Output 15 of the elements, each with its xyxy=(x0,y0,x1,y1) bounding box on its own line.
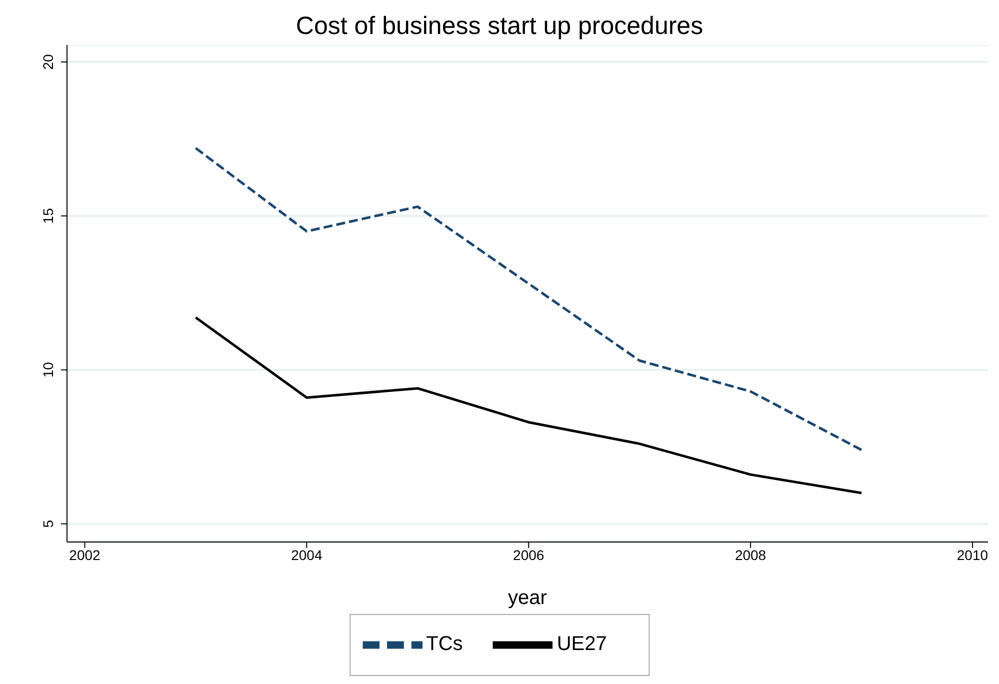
x-tick-label: 2010 xyxy=(956,546,988,563)
y-tick-label: 10 xyxy=(40,362,56,378)
y-tick-label: 15 xyxy=(40,208,56,224)
x-axis-title: year xyxy=(508,587,548,609)
x-tick-label: 2008 xyxy=(734,546,766,563)
y-tick-label: 5 xyxy=(40,520,56,528)
legend-label: TCs xyxy=(426,633,463,656)
line-series xyxy=(194,146,863,452)
legend-label: UE27 xyxy=(556,633,607,656)
x-tick-label: 2004 xyxy=(291,546,322,563)
y-tick-label: 20 xyxy=(40,54,56,70)
x-tick-label: 2006 xyxy=(513,546,544,563)
chart-title: Cost of business start up procedures xyxy=(294,11,704,42)
x-tick-label: 2002 xyxy=(69,546,101,563)
line-series xyxy=(194,316,863,494)
